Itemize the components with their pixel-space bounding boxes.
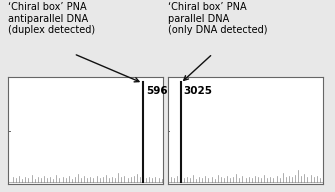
Text: ‘Chiral box’ PNA
parallel DNA
(only DNA detected): ‘Chiral box’ PNA parallel DNA (only DNA … — [168, 2, 267, 35]
Text: 5964: 5964 — [146, 86, 175, 96]
Text: ‘Chiral box’ PNA
antiparallel DNA
(duplex detected): ‘Chiral box’ PNA antiparallel DNA (duple… — [8, 2, 95, 35]
Text: 3025: 3025 — [184, 86, 213, 96]
